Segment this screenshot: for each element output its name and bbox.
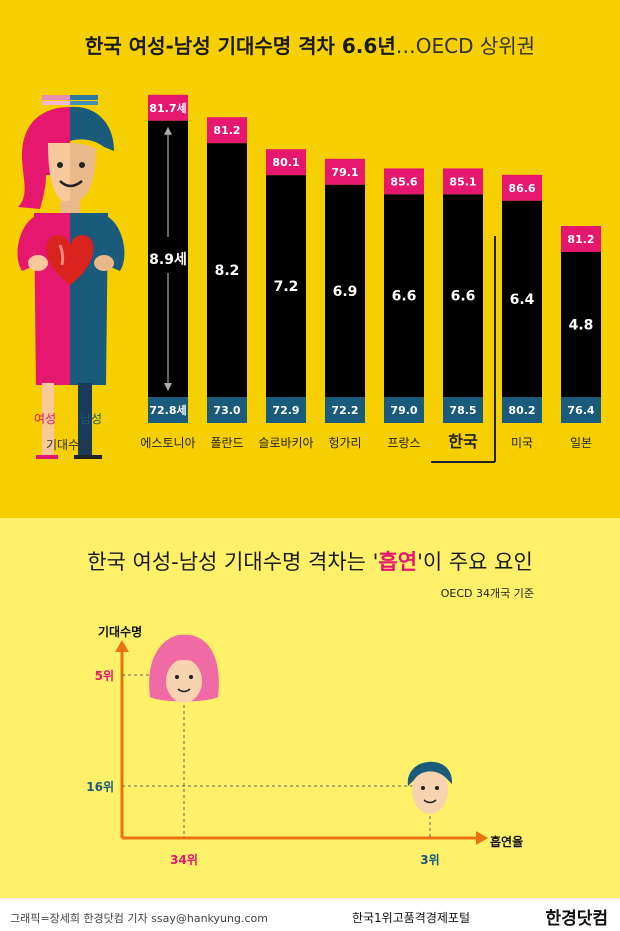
man-face-icon — [412, 766, 448, 814]
gap-value-label: 6.9 — [333, 284, 358, 300]
male-bar-segment — [561, 397, 601, 423]
bottom-panel — [0, 518, 620, 898]
bar-group: 85.6 6.6 79.0 프랑스 — [384, 168, 424, 450]
x-rank-label: 34위 — [170, 853, 198, 867]
male-bar-segment — [384, 397, 424, 423]
category-label: 에스토니아 — [140, 436, 195, 450]
bar-group: 80.1 7.2 72.9 슬로바키아 — [258, 149, 314, 450]
category-label: 폴란드 — [210, 436, 243, 450]
y-rank-label: 5위 — [95, 669, 114, 683]
y-rank-label: 16위 — [86, 780, 114, 794]
y-axis-label: 기대수명 — [98, 624, 142, 639]
gap-value-label: 6.6 — [451, 289, 476, 305]
category-label: 일본 — [570, 436, 592, 450]
female-bar-segment — [384, 168, 424, 195]
gap-value-label: 8.2 — [215, 263, 240, 279]
male-value-label: 78.5 — [449, 404, 476, 417]
category-label: 헝가리 — [328, 436, 361, 450]
man-hair-icon — [70, 106, 114, 151]
male-value-label: 80.2 — [508, 404, 535, 417]
gap-bar — [207, 143, 247, 397]
bar-group: 85.1 6.6 78.5 한국 — [431, 168, 496, 463]
footer-credit: 그래픽=장세희 한경닷컴 기자 ssay@hankyung.com — [10, 912, 268, 925]
male-value-label: 73.0 — [213, 404, 240, 417]
female-value-label: 86.6 — [508, 182, 535, 195]
category-label: 프랑스 — [387, 436, 420, 450]
x-rank-label: 3위 — [420, 853, 439, 867]
female-bar-segment — [148, 94, 188, 121]
bar-group: 86.6 6.4 80.2 미국 — [502, 174, 542, 450]
gap-bar — [502, 200, 542, 397]
male-bar-segment — [148, 397, 188, 423]
gap-bar — [561, 252, 601, 397]
gap-bar — [266, 175, 306, 397]
female-bar-segment — [325, 158, 365, 185]
category-label: 한국 — [448, 432, 478, 451]
footer — [0, 898, 620, 931]
gap-bar — [384, 194, 424, 397]
gap-value-label: 4.8 — [569, 318, 594, 334]
gap-bar — [443, 194, 483, 397]
chart2-title-text: 한국 여성-남성 기대수명 격차는 '흡연'이 주요 요인 — [87, 550, 533, 574]
male-value-label: 72.2 — [331, 404, 358, 417]
footer-portal: 한국1위고품격경제포털 — [351, 911, 470, 925]
bar-group: 79.1 6.9 72.2 헝가리 — [325, 158, 365, 450]
male-value-label: 72.8세 — [149, 403, 186, 417]
male-point: 16위 3위 — [86, 761, 453, 867]
male-bar-segment — [207, 397, 247, 423]
female-bar-segment — [443, 168, 483, 195]
couple-illustration — [17, 95, 125, 459]
y-axis-arrow-icon — [115, 640, 129, 652]
female-bar-segment — [502, 174, 542, 201]
gap-value-label: 8.9세 — [149, 252, 187, 268]
gap-value-label: 7.2 — [274, 279, 299, 295]
category-label: 미국 — [511, 436, 533, 450]
female-value-label: 85.1 — [449, 175, 476, 188]
woman-hair-icon — [18, 107, 70, 209]
female-value-label: 81.7세 — [149, 101, 186, 115]
male-bar-segment — [502, 397, 542, 423]
x-axis-arrow-icon — [476, 831, 488, 845]
male-value-label: 76.4 — [567, 404, 594, 417]
male-bar-segment — [443, 397, 483, 423]
female-value-label: 80.1 — [272, 156, 299, 169]
bar-group: 81.2 4.8 76.4 일본 — [561, 226, 601, 450]
female-bar-segment — [561, 226, 601, 252]
legend-male-label: 남성 — [80, 412, 103, 426]
female-bar-segment — [266, 149, 306, 176]
female-value-label: 85.6 — [390, 175, 417, 188]
female-value-label: 81.2 — [213, 124, 240, 137]
female-value-label: 79.1 — [331, 166, 358, 179]
chart-title-main: 한국 여성-남성 기대수명 격차 6.6년 — [84, 34, 396, 58]
gap-bar — [325, 184, 365, 397]
male-value-label: 72.9 — [272, 404, 299, 417]
legend-female-label: 여성 — [34, 412, 57, 426]
x-axis-label: 흡연율 — [490, 834, 523, 849]
female-bar-segment — [207, 117, 247, 144]
chart-title: 한국 여성-남성 기대수명 격차 6.6년…OECD 상위권 — [0, 30, 620, 59]
male-bar-segment — [325, 397, 365, 423]
female-value-label: 81.2 — [567, 233, 594, 246]
chart2-title-highlight: 흡연 — [378, 550, 418, 574]
heart-icon — [46, 235, 94, 285]
chart2-note: OECD 34개국 기준 — [440, 587, 534, 600]
category-label: 슬로바키아 — [258, 436, 313, 450]
bar-group: 81.2 8.2 73.0 폴란드 — [207, 117, 247, 450]
legend-caption: 기대수명 — [46, 438, 91, 452]
arrow-up-icon — [164, 126, 172, 135]
gap-value-label: 6.4 — [510, 292, 535, 308]
arrow-down-icon — [164, 383, 172, 391]
chart2-title: 한국 여성-남성 기대수명 격차는 '흡연'이 주요 요인 — [0, 546, 620, 576]
female-point: 5위 34위 — [95, 634, 219, 867]
footer-logo: 한경닷컴 — [545, 909, 608, 929]
chart-title-sub: …OECD 상위권 — [395, 34, 536, 58]
male-bar-segment — [266, 397, 306, 423]
gap-value-label: 6.6 — [392, 289, 417, 305]
male-value-label: 79.0 — [390, 404, 417, 417]
